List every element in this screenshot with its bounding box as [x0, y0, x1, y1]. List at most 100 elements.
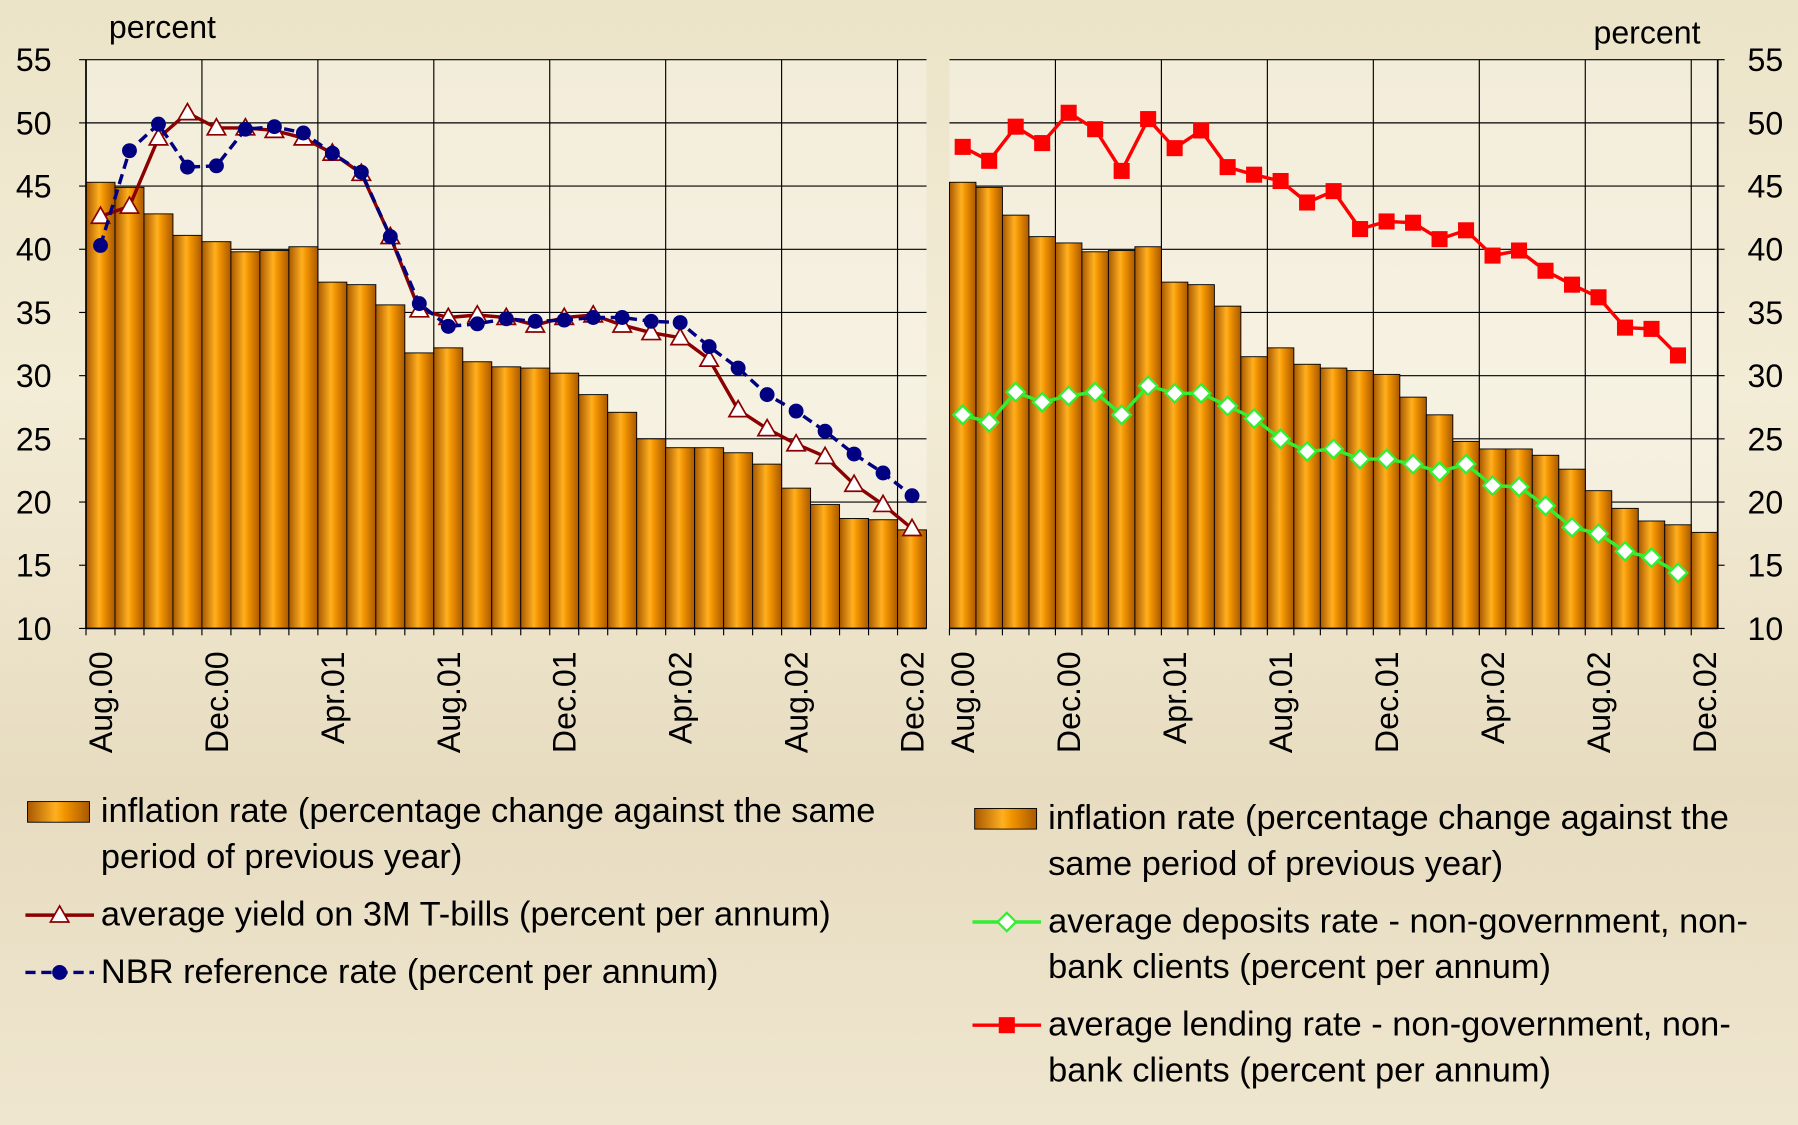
bar: [289, 247, 318, 629]
legend-label: inflation rate (percentage change agains…: [1048, 796, 1792, 888]
marker: [354, 165, 369, 180]
y-tick-label: 25: [1748, 421, 1784, 457]
x-tick-label: Apr.02: [1475, 651, 1511, 744]
legend-swatch: [972, 1005, 1041, 1046]
bar: [1373, 374, 1399, 628]
marker: [1670, 347, 1686, 363]
marker: [296, 126, 311, 141]
bar: [173, 235, 202, 628]
y-tick-label: 35: [1748, 295, 1784, 331]
legend-bar: [975, 808, 1037, 829]
y-tick-label: 15: [1748, 548, 1784, 584]
marker: [644, 314, 659, 329]
legend-item: inflation rate (percentage change agains…: [972, 796, 1792, 888]
marker: [1485, 248, 1501, 264]
y-tick-label: 45: [1748, 169, 1784, 205]
y-tick-label: 40: [16, 232, 52, 268]
marker: [325, 146, 340, 161]
bar: [1691, 532, 1717, 628]
legend-label: NBR reference rate (percent per annum): [101, 950, 719, 996]
x-tick-label: Aug.00: [83, 651, 119, 753]
marker: [52, 965, 67, 980]
bar: [1347, 371, 1373, 629]
bar: [1214, 306, 1240, 628]
marker: [528, 314, 543, 329]
bar: [260, 251, 289, 629]
bar: [1320, 368, 1346, 628]
marker: [615, 310, 630, 325]
bar: [202, 242, 231, 629]
bar: [1612, 508, 1638, 628]
marker: [441, 319, 456, 334]
marker: [1432, 231, 1448, 247]
marker: [955, 139, 971, 155]
bar: [695, 448, 724, 629]
legend-label: average deposits rate - non-government, …: [1048, 899, 1792, 991]
y-tick-label: 10: [1748, 611, 1784, 647]
marker: [180, 160, 195, 175]
marker: [1458, 222, 1474, 238]
legend-item: average lending rate - non-government, n…: [972, 1002, 1792, 1094]
x-tick-label: Dec.01: [1369, 651, 1405, 753]
marker: [1538, 263, 1554, 279]
legend-box: inflation rate (percentage change agains…: [972, 796, 1792, 1094]
y-tick-label: 30: [1748, 358, 1784, 394]
bar: [579, 395, 608, 629]
marker: [702, 339, 717, 354]
legend-item: average deposits rate - non-government, …: [972, 899, 1792, 991]
marker: [151, 117, 166, 132]
marker: [1273, 173, 1289, 189]
legend-label: average yield on 3M T-bills (percent per…: [101, 892, 831, 938]
bar: [1241, 357, 1267, 629]
legend: inflation rate (percentage change agains…: [972, 796, 1792, 1125]
legend-bar: [28, 802, 90, 823]
bar: [434, 348, 463, 629]
marker: [1114, 163, 1130, 179]
marker: [383, 229, 398, 244]
bar: [231, 252, 260, 629]
bar: [1108, 251, 1134, 629]
marker: [1193, 122, 1209, 138]
legend-swatch: [25, 791, 94, 832]
x-tick-label: Aug.02: [779, 651, 815, 753]
x-tick-label: Apr.02: [663, 651, 699, 744]
bar: [1638, 521, 1664, 628]
marker: [1564, 277, 1580, 293]
x-tick-label: Apr.01: [315, 651, 351, 744]
marker: [267, 119, 282, 134]
x-tick-label: Aug.01: [1263, 651, 1299, 753]
y-tick-label: 20: [1748, 485, 1784, 521]
y-tick-label: 10: [16, 611, 52, 647]
marker: [412, 296, 427, 311]
marker: [1511, 243, 1527, 259]
marker: [1140, 111, 1156, 127]
bar: [1082, 252, 1108, 629]
marker: [731, 361, 746, 376]
marker: [1061, 105, 1077, 121]
bar: [608, 412, 637, 628]
marker: [238, 122, 253, 137]
x-tick-label: Aug.02: [1581, 651, 1617, 753]
bar: [1585, 491, 1611, 629]
marker: [1379, 213, 1395, 229]
marker: [586, 310, 601, 325]
chart: 10152025303540455055percentAug.00Dec.00A…: [0, 0, 1798, 1125]
bar: [144, 214, 173, 629]
legend-swatch: [972, 798, 1041, 839]
marker: [1352, 221, 1368, 237]
y-tick-label: 50: [16, 105, 52, 141]
marker: [1643, 321, 1659, 337]
bar: [1135, 247, 1161, 629]
x-tick-label: Dec.00: [1051, 651, 1087, 753]
y-tick-label: 15: [16, 548, 52, 584]
marker: [1590, 289, 1606, 305]
y-tick-label: 50: [1748, 105, 1784, 141]
marker: [1220, 159, 1236, 175]
marker: [93, 238, 108, 253]
bar: [1532, 455, 1558, 628]
bar: [869, 520, 898, 629]
bar: [115, 187, 144, 628]
marker: [760, 387, 775, 402]
bar: [1188, 285, 1214, 629]
legend-item: NBR reference rate (percent per annum): [25, 950, 919, 996]
